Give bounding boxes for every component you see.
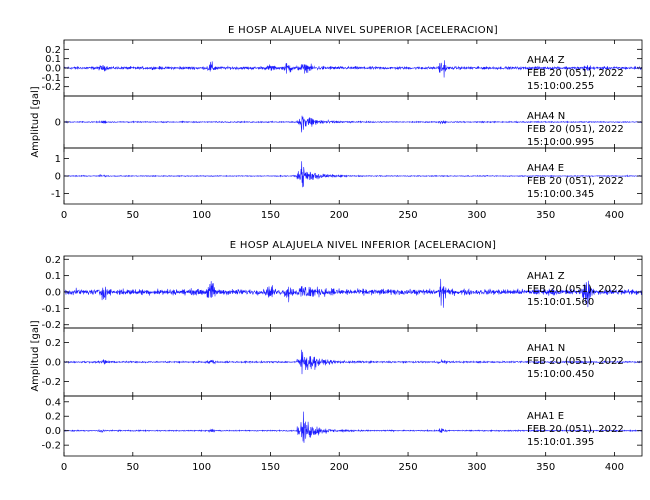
trace-station-label: AHA1 Z [527, 271, 565, 282]
y-tick-label: -0.2 [41, 82, 61, 93]
x-tick-label: 250 [399, 210, 418, 221]
y-tick-label: 0.0 [45, 426, 61, 437]
x-tick-label: 200 [330, 462, 349, 473]
y-tick-label: -0.2 [41, 320, 61, 331]
x-tick-label: 350 [536, 462, 555, 473]
y-tick-label: -0.2 [41, 377, 61, 388]
trace-station-label: AHA4 N [527, 111, 565, 122]
y-tick-label: 0.1 [45, 271, 61, 282]
x-tick-label: 350 [536, 210, 555, 221]
y-tick-label: -0.2 [41, 441, 61, 452]
x-tick-label: 100 [192, 462, 211, 473]
trace-time-label: 15:10:00.255 [527, 81, 594, 92]
trace-time-label: 15:10:00.450 [527, 369, 594, 380]
y-tick-label: 0 [55, 118, 61, 129]
x-tick-label: 150 [261, 210, 280, 221]
trace-date-label: FEB 20 (051), 2022 [527, 124, 624, 135]
x-tick-label: 50 [126, 210, 139, 221]
waveform-line [64, 349, 642, 375]
trace-date-label: FEB 20 (051), 2022 [527, 284, 624, 295]
x-tick-label: 300 [467, 462, 486, 473]
trace-date-label: FEB 20 (051), 2022 [527, 356, 624, 367]
x-tick-label: 250 [399, 462, 418, 473]
waveform-line [64, 278, 642, 308]
trace-panel-aha1-n: -0.2 0.0 0.2 AHA1 N FEB 20 (051), 2022 15:10:… [41, 327, 643, 397]
trace-date-label: FEB 20 (051), 2022 [527, 68, 624, 79]
trace-time-label: 15:10:01.560 [527, 297, 594, 308]
y-tick-label: 1 [55, 154, 61, 165]
x-tick-label: 300 [467, 210, 486, 221]
trace-station-label: AHA1 E [527, 411, 564, 422]
x-tick-label: 0 [61, 462, 67, 473]
chart-title: E HOSP ALAJUELA NIVEL INFERIOR [ACELERAC… [230, 240, 496, 251]
y-tick-label: 0.0 [45, 358, 61, 369]
trace-time-label: 15:10:00.995 [527, 137, 594, 148]
y-axis-label: Amplitud [gal] [30, 86, 41, 157]
y-tick-label: 0.0 [45, 64, 61, 75]
trace-panel-aha1-e: -0.2 0.0 0.2 0.4 AHA1 E FEB 20 (051), 2022 15:… [41, 395, 643, 457]
trace-date-label: FEB 20 (051), 2022 [527, 176, 624, 187]
y-tick-label: 0 [55, 172, 61, 183]
y-tick-label: -0.1 [41, 304, 61, 315]
trace-station-label: AHA4 Z [527, 55, 565, 66]
x-tick-label: 100 [192, 210, 211, 221]
y-tick-label: 0.2 [45, 45, 61, 56]
y-tick-label: 0.0 [45, 288, 61, 299]
trace-time-label: 15:10:01.395 [527, 437, 594, 448]
panel-frame [63, 395, 643, 457]
waveform-line [64, 60, 642, 78]
waveform-line [64, 161, 642, 188]
trace-panel-aha4-e: -1 0 1 AHA4 E FEB 20 (051), 2022 15:10:00.345 [51, 147, 643, 205]
y-tick-label: -0.1 [41, 73, 61, 84]
trace-time-label: 15:10:00.345 [527, 189, 594, 200]
trace-panel-aha4-n: 0 AHA4 N FEB 20 (051), 2022 15:10:00.995 [55, 95, 643, 149]
x-tick-label: 50 [126, 462, 139, 473]
y-tick-label: 0.4 [45, 397, 61, 408]
y-tick-label: 0.2 [45, 412, 61, 423]
waveform-line [64, 411, 642, 443]
chart-1: E HOSP ALAJUELA NIVEL SUPERIOR [ACELERAC… [30, 25, 643, 221]
x-tick-label: 400 [605, 462, 624, 473]
trace-date-label: FEB 20 (051), 2022 [527, 424, 624, 435]
chart-title: E HOSP ALAJUELA NIVEL SUPERIOR [ACELERAC… [228, 25, 498, 36]
y-axis-label: Amplitud [gal] [30, 320, 41, 391]
chart-2: E HOSP ALAJUELA NIVEL INFERIOR [ACELERAC… [30, 240, 643, 473]
x-tick-label: 0 [61, 210, 67, 221]
y-tick-label: 0.2 [45, 338, 61, 349]
trace-station-label: AHA4 E [527, 163, 564, 174]
x-tick-label: 200 [330, 210, 349, 221]
y-tick-label: -1 [51, 189, 61, 200]
y-tick-label: 0.2 [45, 255, 61, 266]
x-tick-label: 150 [261, 462, 280, 473]
y-tick-label: 0.1 [45, 54, 61, 65]
x-tick-label: 400 [605, 210, 624, 221]
trace-panel-aha4-z: -0.2-0.10.00.10.2 AHA4 Z FEB 20 (051), 202… [41, 39, 643, 97]
waveform-line [64, 115, 642, 133]
trace-station-label: AHA1 N [527, 343, 565, 354]
trace-panel-aha1-z: -0.2 -0.1 0.0 0.1 0.2 AHA1 Z FEB 20 (051), 202… [41, 255, 643, 331]
